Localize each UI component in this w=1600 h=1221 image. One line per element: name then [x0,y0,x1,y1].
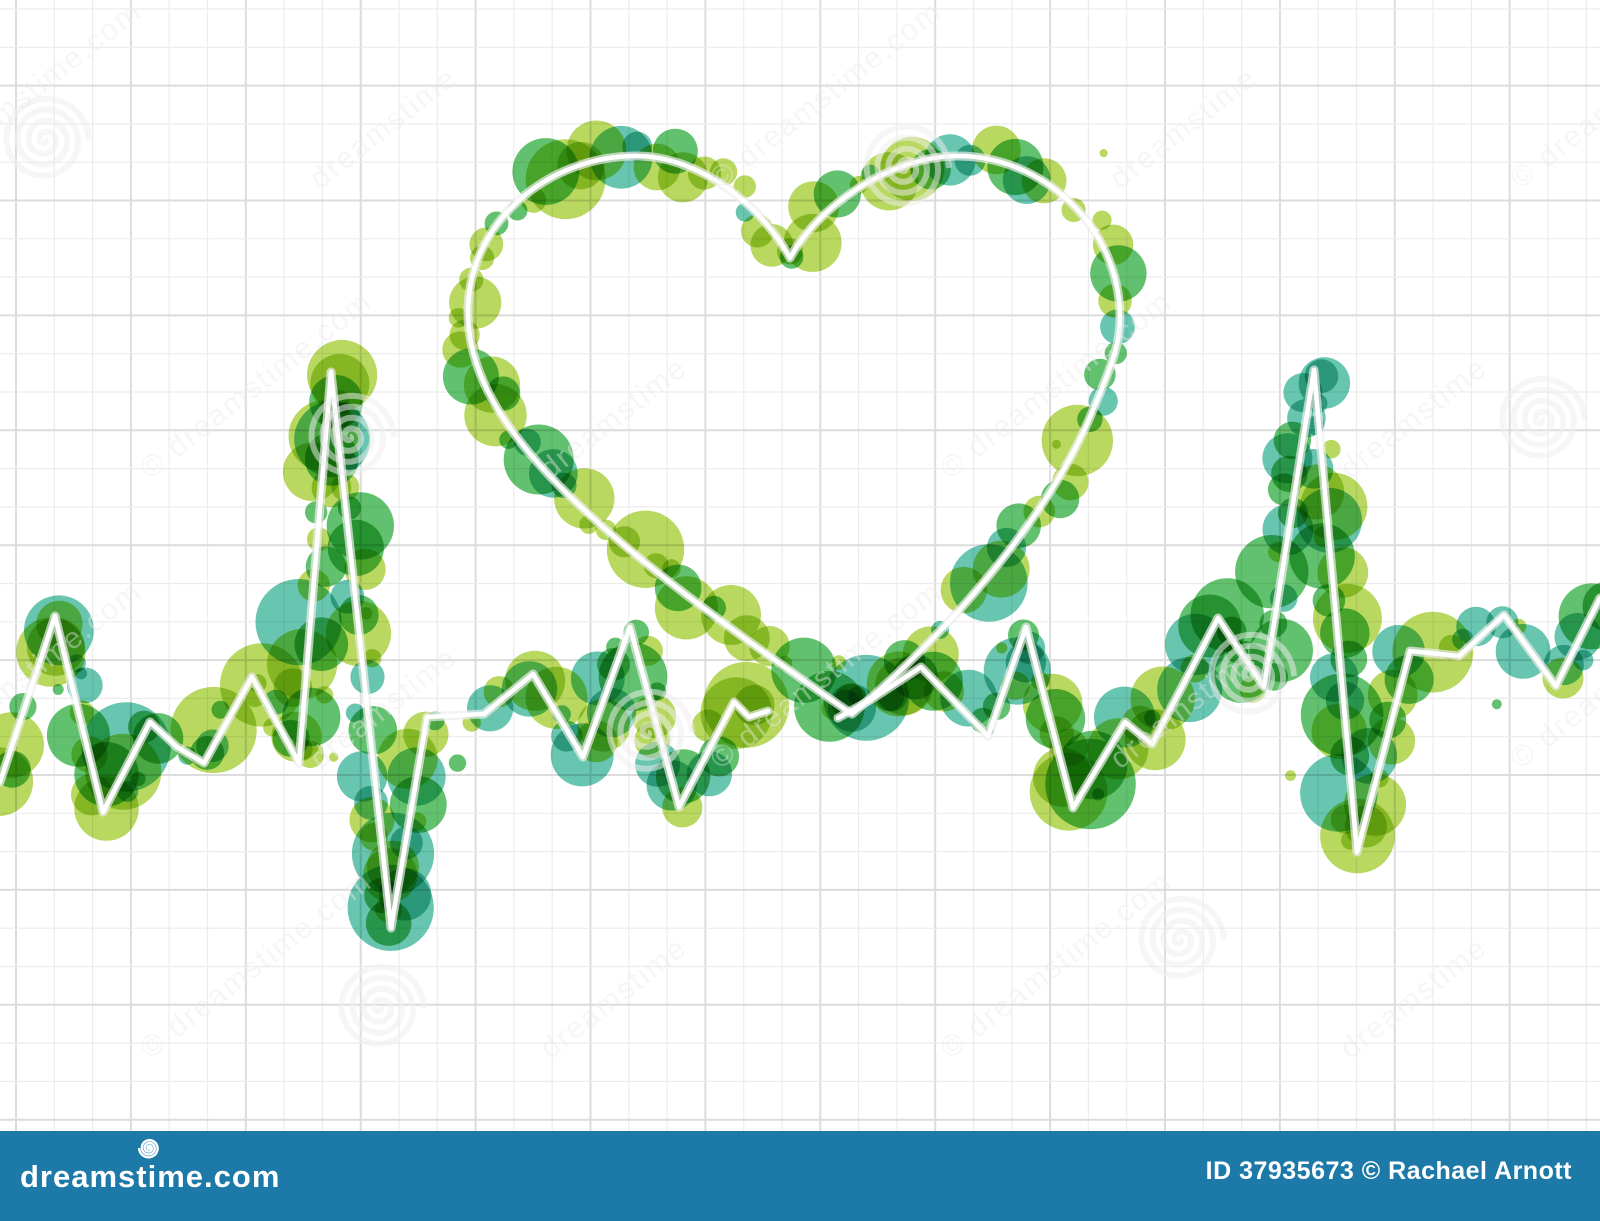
svg-text:dreamstime: dreamstime [534,931,694,1066]
svg-text:© dreamstime.com: © dreamstime.com [1504,0,1600,196]
svg-text:dreamstime: dreamstime [534,351,694,486]
svg-text:dreamstime: dreamstime [1334,931,1494,1066]
svg-text:dreamstime: dreamstime [1104,61,1264,196]
image-credit-text: ID 37935673 © Rachael Arnott [1205,1157,1572,1185]
footer-bar: dreamstime.com ID 37935673 © Rachael Arn… [0,1131,1600,1221]
logo-spiral-icon [136,1135,162,1166]
svg-text:dreamstime: dreamstime [1334,351,1494,486]
svg-text:© dreamstime.com: © dreamstime.com [134,865,378,1066]
svg-text:dreamstime: dreamstime [304,61,464,196]
brand-logo-text: dreamstime.com [20,1159,281,1194]
svg-text:© dreamstime.com: © dreamstime.com [934,865,1178,1066]
ecg-heart-artwork: dreamstime dreamstime © dreamstime.com © dr… [0,0,1600,1131]
